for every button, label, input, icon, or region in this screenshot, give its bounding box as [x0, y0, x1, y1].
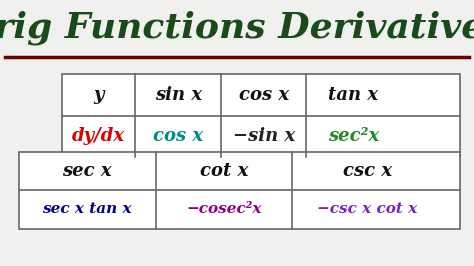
- Text: Trig Functions Derivatives: Trig Functions Derivatives: [0, 11, 474, 45]
- Text: cos x: cos x: [238, 86, 289, 104]
- Text: −cosec²x: −cosec²x: [186, 202, 262, 217]
- Text: csc x: csc x: [343, 162, 392, 180]
- Text: sec²x: sec²x: [328, 127, 379, 145]
- Text: cot x: cot x: [200, 162, 248, 180]
- Text: dy/dx: dy/dx: [72, 127, 125, 145]
- Text: −sin x: −sin x: [233, 127, 295, 145]
- Text: sec x: sec x: [63, 162, 112, 180]
- Text: sec x tan x: sec x tan x: [43, 202, 132, 217]
- Text: −csc x cot x: −csc x cot x: [317, 202, 417, 217]
- FancyBboxPatch shape: [19, 152, 460, 229]
- Text: y: y: [93, 86, 104, 104]
- Text: cos x: cos x: [153, 127, 203, 145]
- FancyBboxPatch shape: [62, 74, 460, 157]
- Text: sin x: sin x: [155, 86, 201, 104]
- Text: tan x: tan x: [328, 86, 378, 104]
